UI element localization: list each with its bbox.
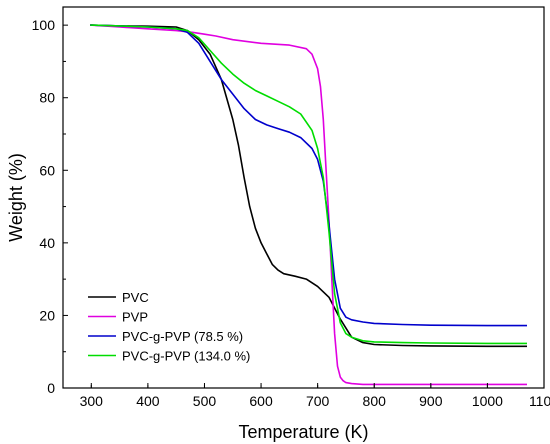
y-tick-label: 20 (39, 307, 55, 323)
x-tick-label: 1000 (472, 393, 503, 409)
y-axis-title: Weight (%) (6, 153, 26, 242)
x-axis-title: Temperature (K) (238, 422, 368, 442)
x-tick-label: 900 (419, 393, 443, 409)
y-tick-label: 60 (39, 162, 55, 178)
x-tick-label: 800 (363, 393, 387, 409)
series-line-0 (90, 24, 527, 348)
series-layer (90, 24, 527, 386)
y-tick-label: 100 (32, 17, 56, 33)
series-line-1 (90, 24, 527, 386)
legend: PVC PVP PVC-g-PVP (78.5 %) PVC-g-PVP (134.0… (88, 290, 250, 364)
series-line-2 (90, 24, 527, 327)
ticks-layer (63, 24, 545, 389)
series-line-3 (90, 24, 527, 345)
x-tick-label: 400 (136, 393, 160, 409)
legend-label-0: PVC (122, 290, 149, 305)
y-tick-label: 80 (39, 90, 55, 106)
legend-label-2: PVC-g-PVP (78.5 %) (122, 329, 243, 344)
y-tick-label: 40 (39, 235, 55, 251)
x-tick-label: 600 (249, 393, 273, 409)
x-tick-label: 300 (80, 393, 104, 409)
legend-label-1: PVP (122, 310, 148, 325)
x-tick-label: 700 (306, 393, 330, 409)
plot-frame (62, 6, 545, 389)
x-tick-label: 500 (193, 393, 217, 409)
legend-label-3: PVC-g-PVP (134.0 %) (122, 349, 250, 364)
y-tick-label: 0 (47, 380, 55, 396)
